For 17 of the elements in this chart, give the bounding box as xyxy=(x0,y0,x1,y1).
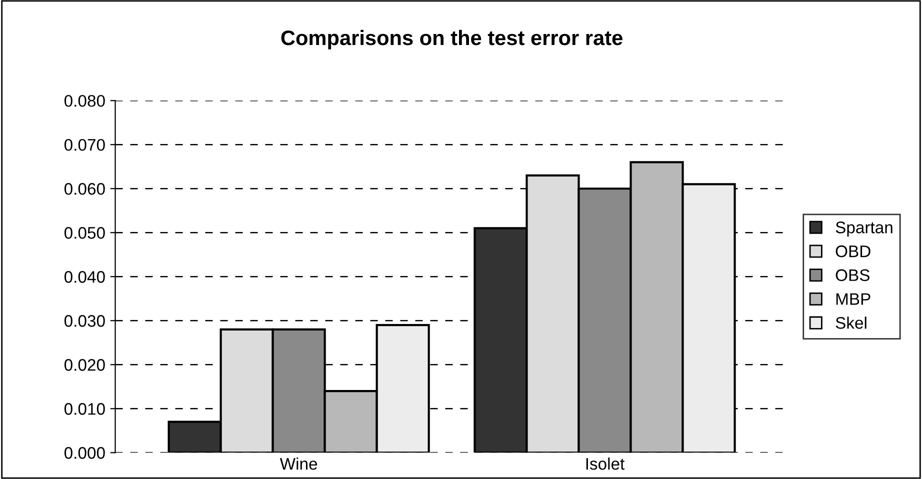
x-tick-label: Isolet xyxy=(586,458,625,470)
y-tick-label: 0.080 xyxy=(64,94,105,107)
y-tick-label: 0.000 xyxy=(64,447,105,459)
y-tick-label: 0.030 xyxy=(64,315,105,327)
chart-title: Comparisons on the test error rate xyxy=(281,30,622,50)
y-tick-label: 0.060 xyxy=(64,183,105,195)
x-tick-label: Wine xyxy=(280,458,318,470)
legend-label: Spartan xyxy=(836,222,892,237)
legend-label: MBP xyxy=(836,293,870,305)
y-tick-label: 0.020 xyxy=(64,359,105,371)
y-tick-label: 0.010 xyxy=(64,403,105,415)
legend-label: OBS xyxy=(836,269,870,282)
y-tick-label: 0.050 xyxy=(64,227,105,239)
y-tick-label: 0.070 xyxy=(64,139,105,151)
legend-label: OBD xyxy=(836,245,870,258)
y-tick-label: 0.040 xyxy=(64,271,105,283)
legend-label: Skel xyxy=(836,316,866,329)
